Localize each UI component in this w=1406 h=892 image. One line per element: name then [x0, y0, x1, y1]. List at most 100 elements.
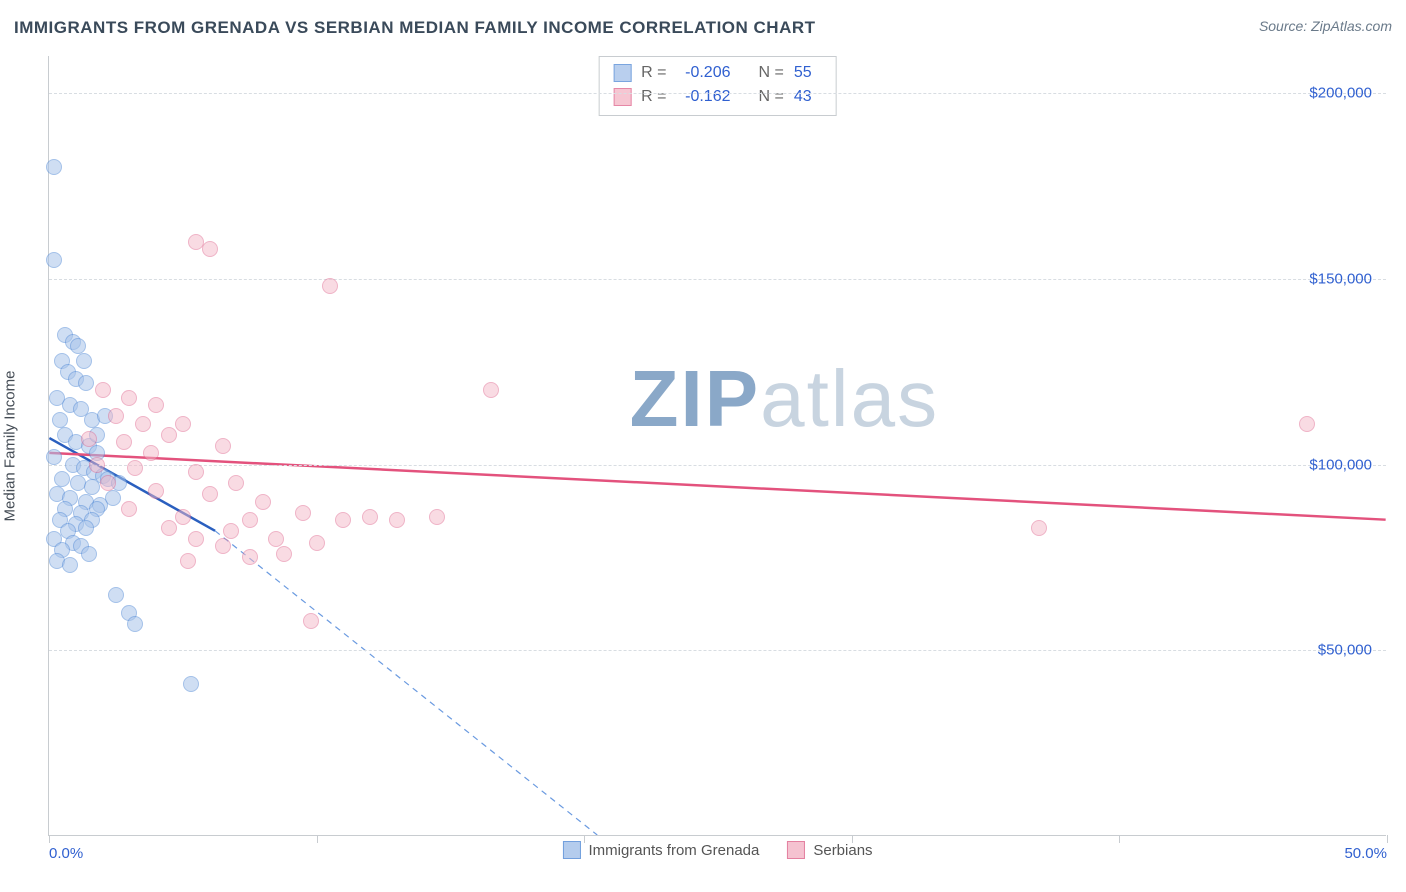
scatter-point [188, 464, 204, 480]
x-tick [1387, 835, 1388, 843]
scatter-point [362, 509, 378, 525]
stat-n-value: 43 [794, 85, 822, 109]
scatter-point [335, 512, 351, 528]
scatter-point [309, 535, 325, 551]
scatter-point [295, 505, 311, 521]
source-prefix: Source: [1259, 18, 1311, 34]
scatter-point [100, 475, 116, 491]
x-tick [1119, 835, 1120, 843]
scatter-point [242, 512, 258, 528]
scatter-point [202, 241, 218, 257]
x-tick [49, 835, 50, 843]
stat-r-label: R = [641, 61, 666, 85]
scatter-point [161, 520, 177, 536]
source-name: ZipAtlas.com [1311, 18, 1392, 34]
scatter-point [95, 382, 111, 398]
scatter-point [127, 616, 143, 632]
stats-swatch [613, 88, 631, 106]
stats-swatch [613, 64, 631, 82]
scatter-point [76, 353, 92, 369]
scatter-point [70, 338, 86, 354]
scatter-point [175, 509, 191, 525]
scatter-point [105, 490, 121, 506]
gridline-horizontal [49, 279, 1386, 280]
stat-r-value: -0.162 [677, 85, 731, 109]
x-tick-label-left: 0.0% [49, 845, 83, 862]
scatter-point [276, 546, 292, 562]
stat-r-label: R = [641, 85, 666, 109]
scatter-point [303, 613, 319, 629]
scatter-point [183, 676, 199, 692]
scatter-point [202, 486, 218, 502]
legend-swatch [787, 841, 805, 859]
scatter-point [429, 509, 445, 525]
scatter-point [175, 416, 191, 432]
scatter-point [127, 460, 143, 476]
scatter-point [108, 408, 124, 424]
stat-n-value: 55 [794, 61, 822, 85]
scatter-point [148, 483, 164, 499]
scatter-point [62, 557, 78, 573]
stat-n-label: N = [759, 61, 784, 85]
scatter-point [81, 431, 97, 447]
scatter-point [89, 457, 105, 473]
scatter-point [84, 479, 100, 495]
scatter-point [78, 520, 94, 536]
legend-label: Serbians [813, 842, 872, 859]
scatter-point [180, 553, 196, 569]
scatter-point [215, 438, 231, 454]
scatter-point [78, 375, 94, 391]
series-legend: Immigrants from Grenada Serbians [562, 841, 872, 859]
chart-source: Source: ZipAtlas.com [1259, 18, 1392, 36]
gridline-horizontal [49, 650, 1386, 651]
scatter-point [1299, 416, 1315, 432]
scatter-point [242, 549, 258, 565]
stat-n-label: N = [759, 85, 784, 109]
legend-item: Immigrants from Grenada [562, 841, 759, 859]
watermark-b: atlas [760, 354, 939, 443]
scatter-point [228, 475, 244, 491]
watermark: ZIPatlas [630, 353, 939, 445]
correlation-stats-box: R = -0.206 N = 55 R = -0.162 N = 43 [598, 56, 837, 116]
scatter-point [54, 471, 70, 487]
scatter-point [135, 416, 151, 432]
legend-item: Serbians [787, 841, 872, 859]
scatter-point [81, 546, 97, 562]
stat-r-value: -0.206 [677, 61, 731, 85]
scatter-point [188, 531, 204, 547]
scatter-point [46, 159, 62, 175]
scatter-point [161, 427, 177, 443]
x-tick [317, 835, 318, 843]
scatter-point [322, 278, 338, 294]
y-tick-label: $150,000 [1309, 270, 1372, 287]
scatter-point [46, 449, 62, 465]
scatter-point [121, 390, 137, 406]
scatter-point [223, 523, 239, 539]
legend-swatch [562, 841, 580, 859]
gridline-horizontal [49, 93, 1386, 94]
scatter-point [483, 382, 499, 398]
stats-row: R = -0.162 N = 43 [613, 85, 822, 109]
y-tick-label: $200,000 [1309, 85, 1372, 102]
scatter-point [268, 531, 284, 547]
scatter-point [116, 434, 132, 450]
scatter-point [108, 587, 124, 603]
scatter-point [121, 501, 137, 517]
scatter-point [255, 494, 271, 510]
x-tick [852, 835, 853, 843]
gridline-horizontal [49, 465, 1386, 466]
x-tick-label-right: 50.0% [1344, 845, 1387, 862]
stats-row: R = -0.206 N = 55 [613, 61, 822, 85]
trend-lines-layer [49, 56, 1386, 835]
scatter-point [46, 252, 62, 268]
chart-title: IMMIGRANTS FROM GRENADA VS SERBIAN MEDIA… [14, 18, 816, 38]
scatter-point [143, 445, 159, 461]
y-tick-label: $50,000 [1318, 642, 1372, 659]
scatter-point [148, 397, 164, 413]
x-tick [584, 835, 585, 843]
chart-plot-area: ZIPatlas R =-0.206N =55R =-0.162N =43 Im… [48, 56, 1386, 836]
scatter-point [215, 538, 231, 554]
legend-label: Immigrants from Grenada [588, 842, 759, 859]
y-tick-label: $100,000 [1309, 456, 1372, 473]
watermark-a: ZIP [630, 354, 760, 443]
